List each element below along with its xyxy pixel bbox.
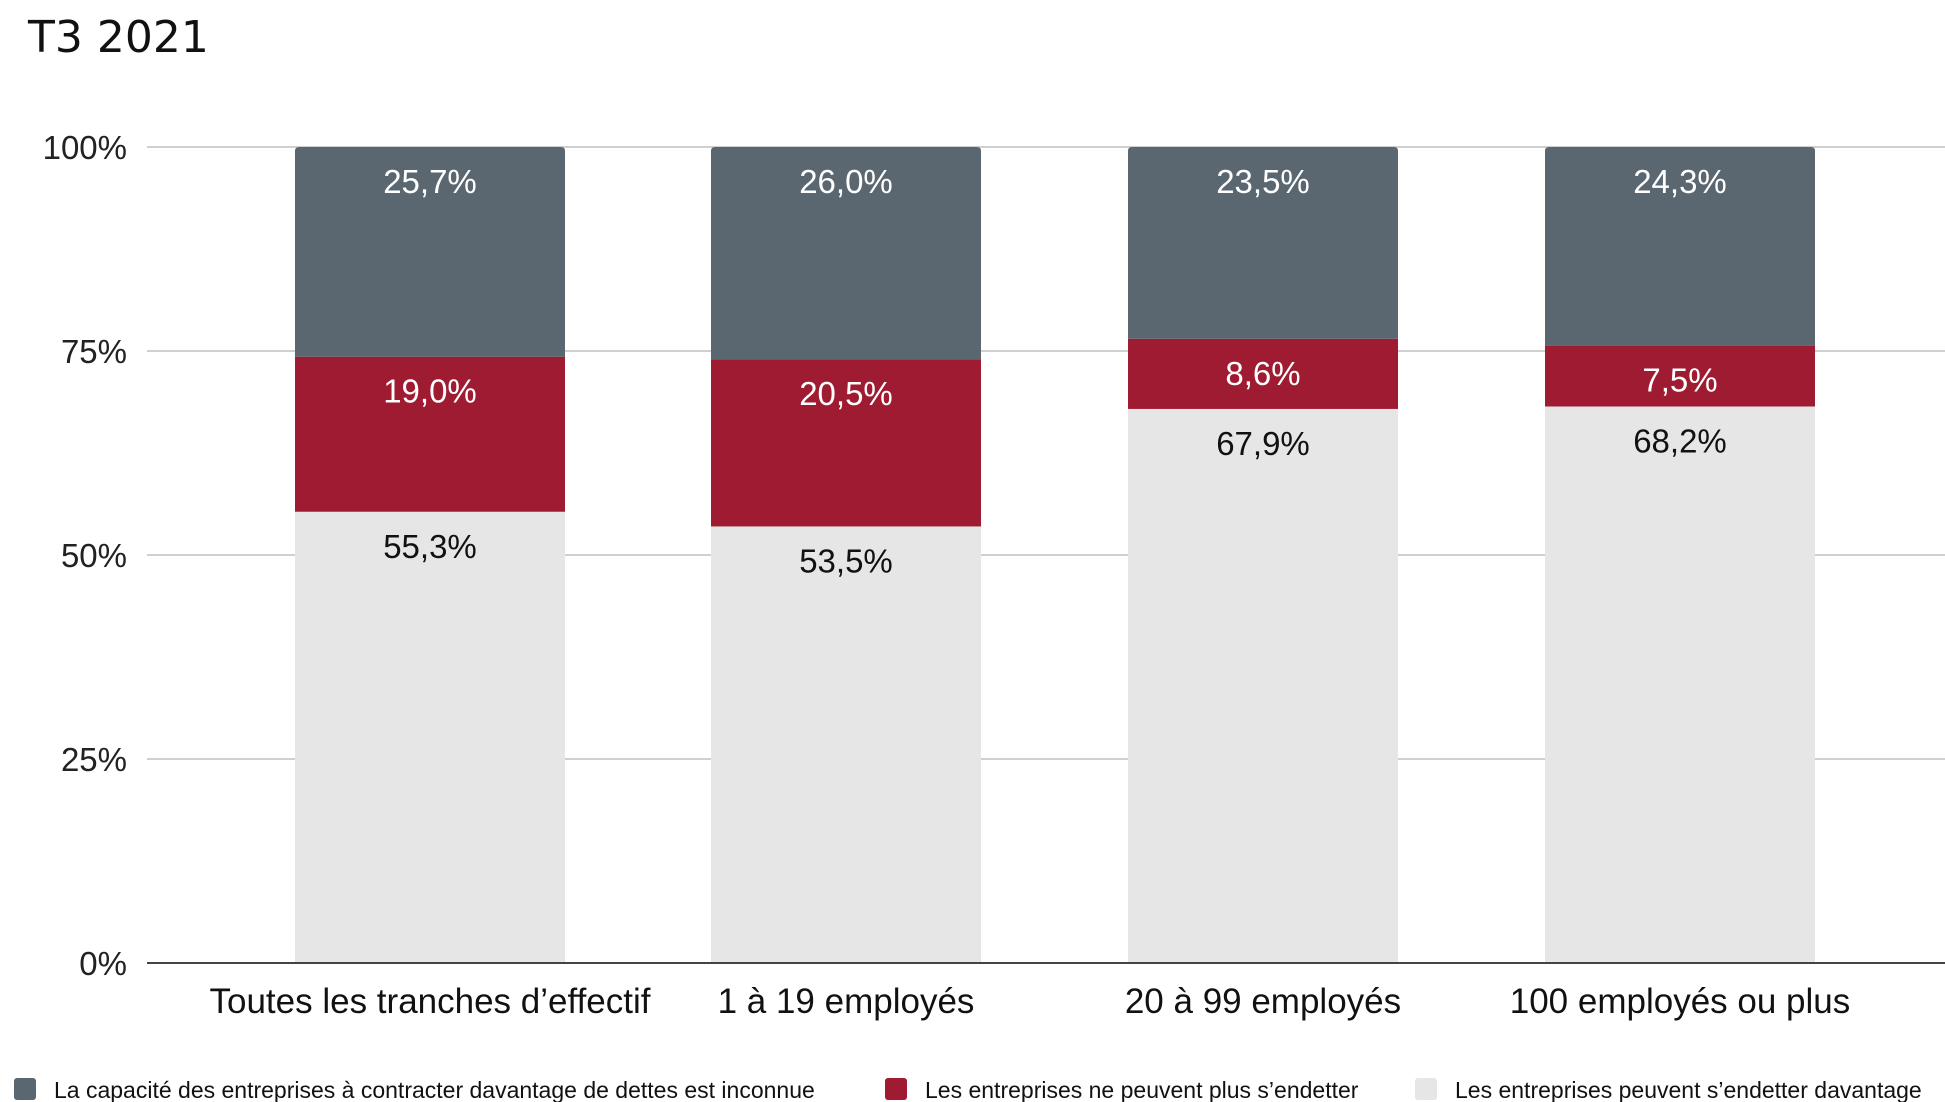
- data-label: 55,3%: [383, 528, 477, 565]
- legend-swatch: [885, 1078, 907, 1100]
- y-tick-label: 75%: [61, 333, 127, 370]
- bar-segment: [295, 147, 565, 357]
- legend: La capacité des entreprises à contracter…: [14, 1077, 1922, 1102]
- data-label: 7,5%: [1642, 361, 1717, 398]
- data-labels: 55,3% 19,0% 25,7% 53,5% 20,5% 26,0% 67,9% 8,6% 2…: [383, 163, 1727, 579]
- bar-segment: [1128, 338, 1398, 409]
- data-label: 23,5%: [1216, 163, 1310, 200]
- y-tick-label: 100%: [43, 129, 127, 166]
- data-label: 8,6%: [1225, 355, 1300, 392]
- x-category-label: 20 à 99 employés: [1125, 982, 1401, 1021]
- bar-segment: [711, 147, 981, 360]
- bar-segment: [1545, 345, 1815, 407]
- x-category-label: 1 à 19 employés: [718, 982, 975, 1021]
- bar-segment: [1545, 406, 1815, 963]
- legend-label: Les entreprises peuvent s’endetter davan…: [1455, 1077, 1922, 1102]
- y-tick-label: 0%: [79, 945, 127, 982]
- bar-segment: [1545, 147, 1815, 346]
- bar-segment: [711, 526, 981, 963]
- data-label: 25,7%: [383, 163, 477, 200]
- data-label: 67,9%: [1216, 425, 1310, 462]
- bar-segment: [295, 356, 565, 512]
- bar-segment: [711, 359, 981, 527]
- bar-segment: [1128, 147, 1398, 339]
- bar-segment: [295, 511, 565, 963]
- legend-swatch: [14, 1078, 36, 1100]
- y-tick-label: 25%: [61, 741, 127, 778]
- data-label: 26,0%: [799, 163, 893, 200]
- bar-segment: [1128, 408, 1398, 963]
- data-label: 20,5%: [799, 375, 893, 412]
- legend-label: La capacité des entreprises à contracter…: [54, 1077, 815, 1102]
- axes: 0% 25% 50% 75% 100% Toutes les tranches d’eff…: [43, 129, 1945, 1021]
- y-tick-label: 50%: [61, 537, 127, 574]
- data-label: 68,2%: [1633, 422, 1727, 459]
- x-category-label: 100 employés ou plus: [1510, 982, 1851, 1021]
- data-label: 53,5%: [799, 542, 893, 579]
- x-category-label: Toutes les tranches d’effectif: [210, 982, 651, 1021]
- legend-label: Les entreprises ne peuvent plus s’endett…: [925, 1077, 1359, 1102]
- data-label: 24,3%: [1633, 163, 1727, 200]
- data-label: 19,0%: [383, 373, 477, 410]
- bars: [295, 147, 1815, 963]
- page-title: T3 2021: [28, 12, 209, 63]
- legend-swatch: [1415, 1078, 1437, 1100]
